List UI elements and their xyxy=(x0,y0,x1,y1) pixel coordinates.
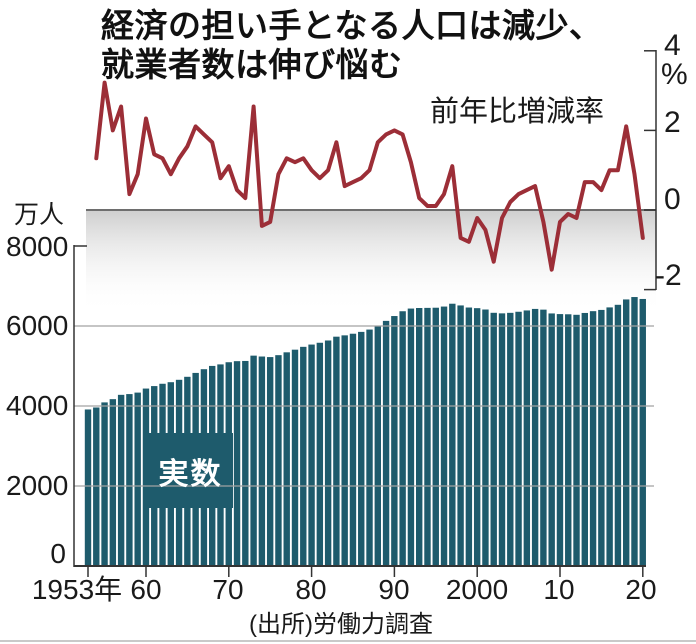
right-axis-tick-neg2: -2 xyxy=(655,259,682,292)
bottom-divider xyxy=(0,640,696,642)
left-axis-tick-0: 0 xyxy=(50,538,66,569)
x-axis-tick-60: 60 xyxy=(130,574,162,605)
left-axis-tick-6000: 6000 xyxy=(6,310,69,341)
left-axis-unit-label: 万人 xyxy=(14,201,65,229)
right-axis-tick-2: 2 xyxy=(664,106,681,139)
x-axis-tick-70: 70 xyxy=(212,574,244,605)
left-axis-tick-4000: 4000 xyxy=(6,390,69,421)
x-axis-tick-80: 80 xyxy=(295,574,327,605)
right-axis-tick-0: 0 xyxy=(664,183,681,216)
source-note: (出所)労働力調査 xyxy=(249,611,433,638)
x-axis-tick-2000: 2000 xyxy=(445,574,509,605)
page-title: 経済の担い手となる人口は減少、 就業者数は伸び悩む xyxy=(101,6,603,84)
x-axis-tick-1953: 1953年 xyxy=(31,574,123,605)
x-axis-tick-10: 10 xyxy=(543,574,575,605)
x-axis-tick-90: 90 xyxy=(378,574,410,605)
bar-series-label: 実数 xyxy=(158,457,223,491)
title-line-1: 経済の担い手となる人口は減少、 xyxy=(101,7,603,44)
line-series-label: 前年比増減率 xyxy=(430,96,605,128)
x-axis-tick-20: 20 xyxy=(625,574,657,605)
right-axis-tick-4: 4 xyxy=(664,29,681,62)
left-axis-tick-2000: 2000 xyxy=(6,470,69,501)
title-line-2: 就業者数は伸び悩む xyxy=(101,46,403,83)
left-axis-tick-8000: 8000 xyxy=(6,231,69,262)
right-axis-unit-label: % xyxy=(661,58,688,91)
